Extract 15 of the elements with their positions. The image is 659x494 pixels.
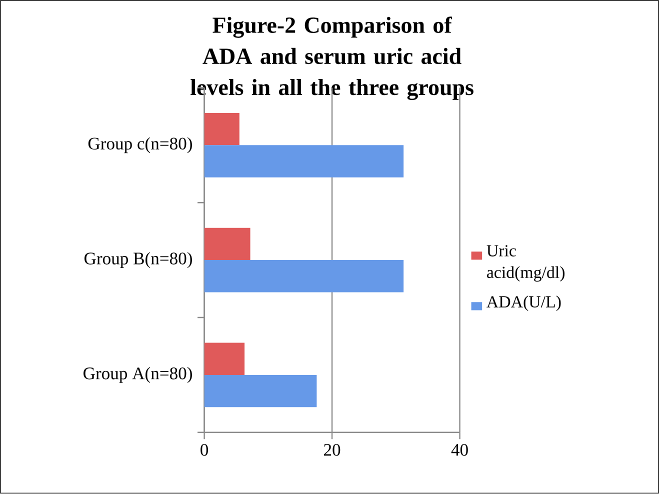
y-tick-label: Group c(n=80) (88, 137, 192, 154)
y-tick-label: Group B(n=80) (84, 252, 192, 268)
bar (204, 260, 404, 292)
x-tick-label: 40 (451, 444, 468, 456)
bar (204, 228, 250, 260)
y-tick-label: Group A(n=80) (84, 367, 192, 384)
legend-label: ADA(U/L) (486, 296, 561, 312)
x-tick-label: 0 (200, 444, 208, 456)
legend-label: Uric acid(mg/dl) (486, 245, 564, 282)
bar (204, 145, 404, 178)
chart-title: Figure-2 Comparison of ADA and serum uric acid levels in all the three groups (190, 16, 474, 100)
bar (204, 342, 245, 376)
bar (204, 113, 240, 146)
x-tick-label: 20 (324, 444, 340, 456)
bar (204, 375, 317, 408)
